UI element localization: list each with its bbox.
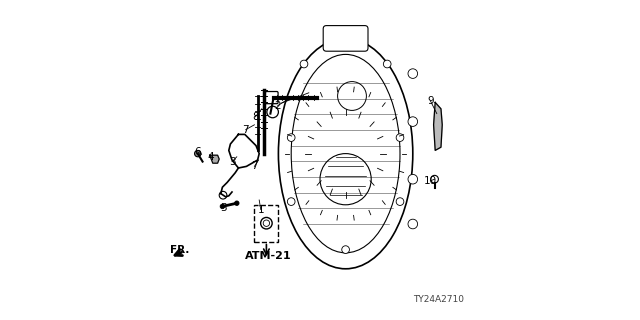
Text: 9: 9 [427,96,434,106]
Circle shape [408,219,417,229]
Text: ATM-21: ATM-21 [245,251,291,261]
Circle shape [267,106,278,118]
FancyBboxPatch shape [265,92,278,104]
Circle shape [287,198,295,205]
Circle shape [219,191,227,199]
Bar [254,205,278,242]
Circle shape [342,246,349,253]
Text: TY24A2710: TY24A2710 [413,295,464,304]
Text: 6: 6 [195,147,201,157]
Text: 8: 8 [252,112,259,122]
Circle shape [396,134,404,141]
Circle shape [287,134,295,141]
Circle shape [300,60,308,68]
Polygon shape [210,155,219,163]
Text: FR.: FR. [170,244,189,255]
Circle shape [338,82,367,110]
Circle shape [431,175,438,183]
Text: 3: 3 [228,156,236,167]
Text: 7: 7 [243,124,249,135]
Circle shape [383,60,391,68]
Circle shape [396,198,404,205]
Circle shape [195,150,201,157]
Circle shape [220,204,225,209]
Text: 2: 2 [275,100,281,111]
Text: 10: 10 [424,176,437,186]
Circle shape [234,201,239,205]
FancyBboxPatch shape [323,26,368,51]
Text: 1: 1 [257,204,264,215]
Circle shape [408,117,417,126]
Circle shape [408,69,417,78]
Text: 4: 4 [207,152,214,162]
Circle shape [408,174,417,184]
Circle shape [320,154,371,205]
Text: 7: 7 [251,161,258,172]
Polygon shape [434,102,442,150]
Text: 5: 5 [220,203,227,213]
